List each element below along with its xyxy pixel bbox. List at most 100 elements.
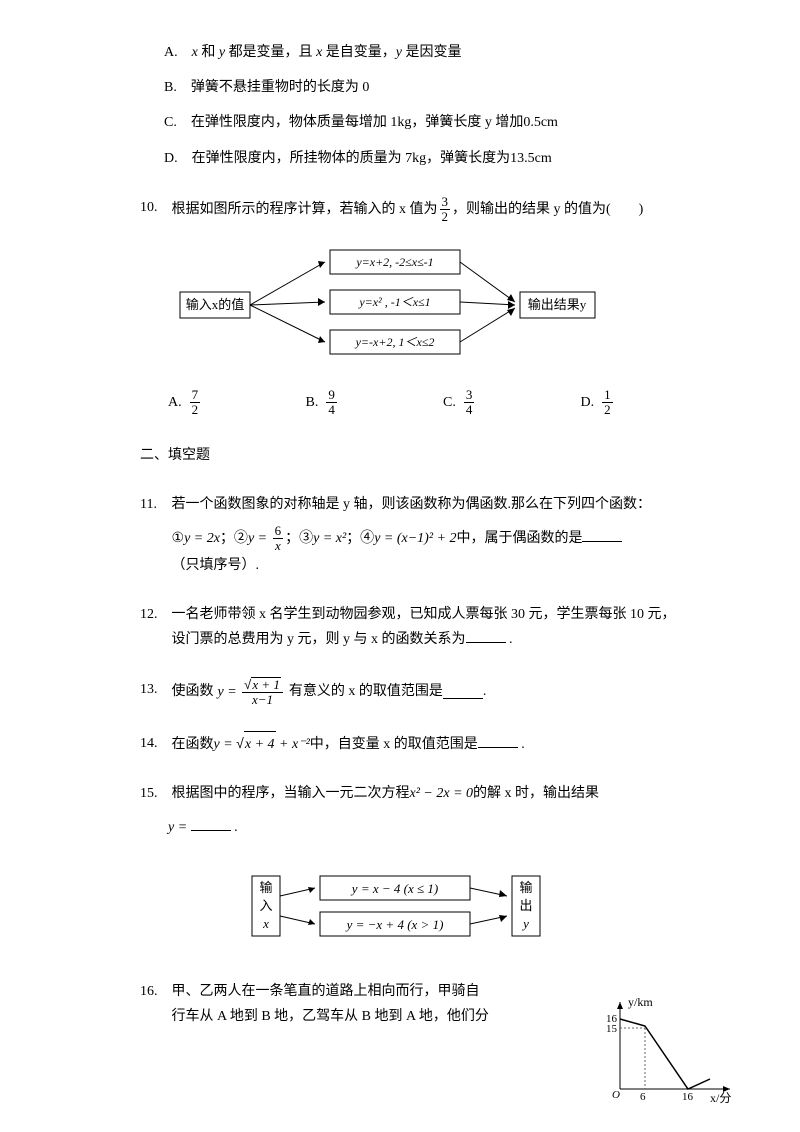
q15-post: 的解 x 时，输出结果 [473,786,599,801]
svg-text:y=x+2, -2≤x≤-1: y=x+2, -2≤x≤-1 [355,255,433,269]
q9-d-pre: 在弹性限度内，所挂物体的质量为 7kg，弹簧长度为 [192,151,511,166]
svg-text:出: 出 [519,898,532,913]
svg-text:y=-x+2, 1＜x≤2: y=-x+2, 1＜x≤2 [355,335,435,349]
svg-text:y/km: y/km [628,995,653,1009]
blank [466,628,506,643]
frac-den: 2 [190,403,201,417]
q10-input-frac: 32 [440,195,451,225]
q11-o2l: y = [248,531,267,546]
q10-post: ，则输出的结果 y 的值为( ) [452,202,643,217]
frac-num: 6 [273,524,284,539]
svg-text:y = x − 4 (x ≤ 1): y = x − 4 (x ≤ 1) [350,881,438,896]
q11-o1p: ① [172,531,185,546]
svg-text:输: 输 [259,880,272,895]
q9-option-b: B. 弹簧不悬挂重物时的长度为 0 [140,75,690,100]
frac-den: 2 [602,403,613,417]
sqrt-arg: x + 4 [244,731,276,757]
q16-l1: 甲、乙两人在一条笔直的道路上相向而行，甲骑自 [172,984,480,999]
svg-text:输出结果y: 输出结果y [528,297,587,312]
q14-pre: 在函数 [172,737,214,752]
q15-flow-svg: 输 入 x y = x − 4 (x ≤ 1) y = −x + 4 (x > … [250,866,560,946]
q15-pre: 根据图中的程序，当输入一元二次方程 [172,786,410,801]
question-14: 14. 在函数y = √x + 4 + x⁻²中，自变量 x 的取值范围是 . [140,731,690,757]
q13-tail: . [483,679,487,704]
svg-text:y = −x + 4 (x > 1): y = −x + 4 (x > 1) [345,917,444,932]
q12-num: 12. [140,602,168,627]
q16-num: 16. [140,979,168,1004]
svg-text:输入x的值: 输入x的值 [186,297,245,312]
blank [478,733,518,748]
q11-o1: y = 2x [184,531,220,546]
q11-num: 11. [140,492,168,517]
q12-tail: . [506,632,513,647]
q14-post: 中，自变量 x 的取值范围是 [310,737,478,752]
q11-o3: y = x² [313,531,346,546]
q14-ep2: + x⁻² [276,737,310,752]
frac-num: 9 [326,388,337,403]
q10-choice-d: D. 12 [581,388,719,418]
q10-num: 10. [140,195,168,220]
q14-ep: y = [214,737,237,752]
q11-line1: 若一个函数图象的对称轴是 y 轴，则该函数称为偶函数.那么在下列四个函数： [172,497,652,512]
svg-text:y: y [521,916,529,931]
frac-num: 1 [602,388,613,403]
svg-text:15: 15 [606,1023,618,1035]
q10-choice-c: C. 34 [443,388,581,418]
q15-eq: x² − 2x = 0 [410,786,474,801]
q15-flow-diagram: 输 入 x y = x − 4 (x ≤ 1) y = −x + 4 (x > … [250,866,690,955]
q9-option-d: D. 在弹性限度内，所挂物体的质量为 7kg，弹簧长度为13.5cm [140,146,690,171]
q10-choice-b: B. 94 [306,388,444,418]
q11-o2p: ；② [220,531,248,546]
q15-line2: y = . [140,815,690,840]
q10-flow-svg: 输入x的值 y=x+2, -2≤x≤-1 y=x² , -1＜x≤1 y=-x+… [170,240,610,370]
q10-choices: A. 72 B. 94 C. 34 D. 12 [140,388,718,418]
svg-text:6: 6 [640,1091,646,1103]
section-2-title: 二、填空题 [140,443,690,468]
svg-text:x/分: x/分 [710,1091,731,1104]
blank [443,684,483,699]
q11-tail: 中，属于偶函数的是 [456,531,582,546]
q13-num: 13. [140,677,168,702]
svg-text:O: O [612,1089,620,1101]
question-10: 10. 根据如图所示的程序计算，若输入的 x 值为32，则输出的结果 y 的值为… [140,195,690,225]
q14-num: 14. [140,731,168,756]
svg-text:输: 输 [519,880,532,895]
q10-choice-a: A. 72 [168,388,306,418]
q16-chart: y/km x/分 O 16 15 6 16 [600,994,740,1104]
q11-o4: y = (x−1)² + 2 [374,531,456,546]
question-13: 13. 使函数 y = √x + 1x−1 有意义的 x 的取值范围是. [140,677,690,708]
q13-post: 有意义的 x 的取值范围是 [289,679,443,704]
q11-o3p: ；③ [285,531,313,546]
q11-line3: （只填序号）. [172,558,260,573]
frac-num: 7 [190,388,201,403]
q15-y: y = [168,820,191,835]
q9-option-a: A. x 和 y 都是变量，且 x 是自变量，y 是因变量 [140,40,690,65]
q9-c-pre: 在弹性限度内，物体质量每增加 1kg，弹簧长度 y 增加 [191,115,524,130]
frac-den: 4 [464,403,475,417]
q15-tail: . [231,820,238,835]
q10-flow-diagram: 输入x的值 y=x+2, -2≤x≤-1 y=x² , -1＜x≤1 y=-x+… [170,240,690,379]
frac-num: 3 [464,388,475,403]
svg-text:16: 16 [682,1091,694,1103]
sqrt-arg: x + 1 [251,677,281,692]
question-12: 12. 一名老师带领 x 名学生到动物园参观，已知成人票每张 30 元，学生票每… [140,602,690,652]
frac-den: x [273,539,284,553]
svg-text:入: 入 [259,898,272,913]
q9-c-val: 0.5cm [523,115,558,130]
q9-option-c: C. 在弹性限度内，物体质量每增加 1kg，弹簧长度 y 增加0.5cm [140,110,690,135]
q11-o4p: ；④ [346,531,374,546]
question-11: 11. 若一个函数图象的对称轴是 y 轴，则该函数称为偶函数.那么在下列四个函数… [140,492,690,578]
q10-pre: 根据如图所示的程序计算，若输入的 x 值为 [172,202,438,217]
frac-den: 4 [326,403,337,417]
q13-pre: 使函数 [172,679,214,704]
svg-text:y=x² , -1＜x≤1: y=x² , -1＜x≤1 [358,295,430,309]
q14-tail: . [518,737,525,752]
blank [191,816,231,831]
q12-l1: 一名老师带领 x 名学生到动物园参观，已知成人票每张 30 元，学生票每张 10… [172,607,676,622]
frac-num: 3 [440,195,451,210]
q9-d-val: 13.5cm [510,151,552,166]
svg-text:x: x [262,916,269,931]
q16-l2: 行车从 A 地到 B 地，乙驾车从 B 地到 A 地，他们分 [172,1009,489,1024]
q12-l2: 设门票的总费用为 y 元，则 y 与 x 的函数关系为 [172,632,466,647]
q15-num: 15. [140,781,168,806]
